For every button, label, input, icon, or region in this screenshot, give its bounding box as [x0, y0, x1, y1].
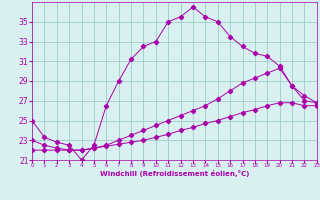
- X-axis label: Windchill (Refroidissement éolien,°C): Windchill (Refroidissement éolien,°C): [100, 170, 249, 177]
